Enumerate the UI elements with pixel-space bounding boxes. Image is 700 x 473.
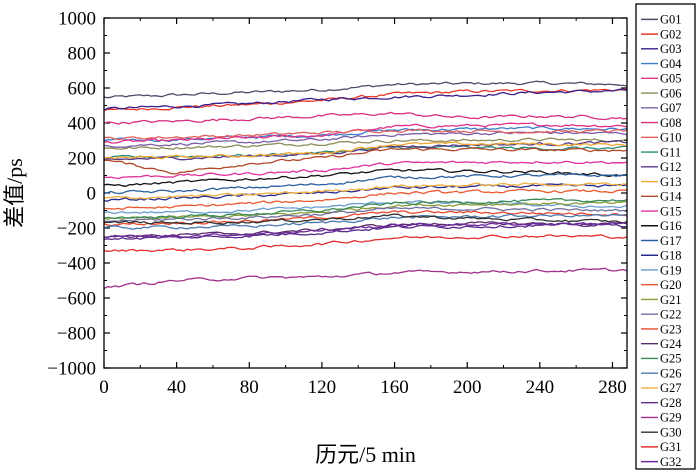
legend-label: G17 xyxy=(660,234,682,248)
y-axis-title: 差值/ps xyxy=(2,158,27,228)
legend-label: G20 xyxy=(660,278,682,292)
series-line-g14 xyxy=(104,147,628,175)
series-line-g22 xyxy=(103,206,628,223)
x-tick-label: 280 xyxy=(598,377,627,398)
y-tick-label: 200 xyxy=(68,149,97,170)
series-line-g21 xyxy=(103,200,628,220)
x-tick-label: 0 xyxy=(99,377,109,398)
x-axis-title: 历元/5 min xyxy=(315,442,416,467)
legend-label: G32 xyxy=(660,455,682,469)
y-tick-labels: 1000 800 600 400 200 0 −200 −400 −600 −800 −1000 xyxy=(47,9,96,380)
y-tick-label: 600 xyxy=(68,79,97,100)
series-line-g27 xyxy=(103,182,628,200)
series-line-g20 xyxy=(103,188,628,211)
series-line-g32 xyxy=(103,222,628,239)
y-tick-label: −1000 xyxy=(47,359,96,380)
series-line-g12 xyxy=(103,140,628,161)
x-tick-labels: 0 40 80 120 160 200 240 280 xyxy=(99,377,626,398)
series-line-g28 xyxy=(103,222,628,241)
series-line-g06 xyxy=(103,137,628,150)
legend-label: G06 xyxy=(660,86,682,100)
series-line-g08 xyxy=(103,111,628,125)
series-line-g11 xyxy=(103,145,628,160)
y-tick-label: 400 xyxy=(68,114,97,135)
legend: G01G02G03G04G05G06G07G08G10G11G12G13G14G… xyxy=(635,3,696,470)
legend-label: G29 xyxy=(660,411,682,425)
legend-label: G19 xyxy=(660,263,682,277)
series-line-g15 xyxy=(103,160,628,180)
legend-label: G02 xyxy=(660,27,682,41)
y-tick-label: −600 xyxy=(57,289,96,310)
legend-label: G04 xyxy=(660,57,682,71)
y-tick-label: 800 xyxy=(68,44,97,65)
y-tick-label: 1000 xyxy=(58,9,96,30)
series-line-g03 xyxy=(103,88,628,111)
series-line-g10 xyxy=(103,128,628,140)
legend-label: G10 xyxy=(660,131,682,145)
y-tick-label: −400 xyxy=(57,254,96,275)
x-tick-label: 40 xyxy=(167,377,186,398)
series-line-g02 xyxy=(103,88,628,112)
legend-label: G24 xyxy=(660,337,682,351)
legend-label: G08 xyxy=(660,116,682,130)
x-tick-label: 200 xyxy=(453,377,482,398)
legend-label: G28 xyxy=(660,396,682,410)
x-tick-label: 80 xyxy=(240,377,259,398)
legend-label: G31 xyxy=(660,440,682,454)
series-line-g29 xyxy=(103,267,628,290)
legend-label: G13 xyxy=(660,175,682,189)
series-line-g30 xyxy=(104,213,628,225)
x-tick-label: 160 xyxy=(380,377,409,398)
legend-label: G11 xyxy=(660,145,681,159)
series-line-g01 xyxy=(103,80,628,99)
plot-frame xyxy=(103,17,628,369)
legend-label: G16 xyxy=(660,219,682,233)
series-line-g25 xyxy=(103,198,628,220)
legend-label: G14 xyxy=(660,190,682,204)
x-tick-label: 240 xyxy=(526,377,555,398)
y-tick-label: 0 xyxy=(87,184,97,205)
x-tick-label: 120 xyxy=(308,377,337,398)
legend-label: G15 xyxy=(660,204,682,218)
legend-label: G01 xyxy=(660,13,682,27)
series-line-g13 xyxy=(103,141,628,160)
legend-label: G27 xyxy=(660,381,682,395)
legend-label: G25 xyxy=(660,352,682,366)
y-tick-label: −800 xyxy=(57,324,96,345)
legend-label: G05 xyxy=(660,72,682,86)
series-line-g26 xyxy=(103,213,628,230)
legend-label: G30 xyxy=(660,425,682,439)
legend-label: G18 xyxy=(660,249,682,263)
legend-label: G22 xyxy=(660,308,682,322)
legend-label: G03 xyxy=(660,42,682,56)
series-line-g16 xyxy=(103,168,628,187)
legend-label: G07 xyxy=(660,101,682,115)
legend-label: G23 xyxy=(660,322,682,336)
series-line-g17 xyxy=(103,173,628,195)
y-tick-label: −200 xyxy=(57,219,96,240)
legend-label: G21 xyxy=(660,293,682,307)
legend-box xyxy=(635,3,696,470)
series-lines xyxy=(103,80,628,290)
series-line-g19 xyxy=(103,200,628,215)
legend-label: G12 xyxy=(660,160,682,174)
legend-label: G26 xyxy=(660,366,682,380)
series-line-g31 xyxy=(103,234,628,253)
